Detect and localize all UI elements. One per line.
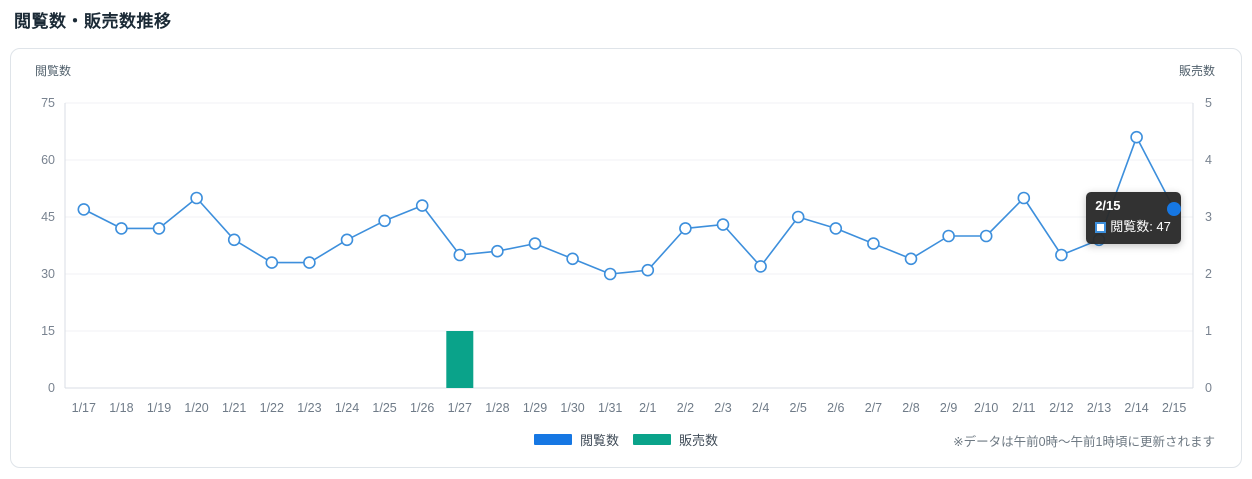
views-data-point[interactable]	[453, 248, 467, 262]
sales-legend-label: 販売数	[679, 432, 719, 448]
views-data-point[interactable]	[227, 233, 241, 247]
x-axis-label: 1/22	[260, 401, 284, 415]
views-data-point[interactable]	[1130, 130, 1143, 144]
highlighted-data-point[interactable]	[1167, 202, 1182, 217]
views-data-point[interactable]	[867, 237, 880, 250]
x-axis-label: 1/31	[598, 401, 622, 415]
views-data-point[interactable]	[603, 267, 617, 281]
left-axis-tick-label: 75	[41, 96, 55, 110]
x-axis-label: 2/5	[790, 401, 807, 415]
views-data-point[interactable]	[1017, 191, 1031, 205]
chart-legend: 閲覧数 販売数	[10, 429, 1242, 449]
page-title: 閲覧数・販売数推移	[14, 12, 172, 31]
views-data-point[interactable]	[566, 252, 579, 266]
views-legend-swatch	[533, 433, 572, 445]
left-axis-tick-label: 15	[41, 324, 55, 338]
x-axis-label: 2/10	[974, 401, 998, 415]
views-data-point[interactable]	[303, 256, 316, 269]
views-line	[83, 136, 1175, 275]
views-data-point[interactable]	[528, 237, 542, 250]
views-legend-label: 閲覧数	[579, 432, 619, 448]
right-axis-title: 販売数	[1178, 64, 1215, 78]
x-axis-label: 2/14	[1124, 401, 1148, 415]
views-data-point[interactable]	[115, 222, 128, 235]
views-data-point[interactable]	[641, 263, 655, 277]
x-axis-label: 2/6	[827, 401, 844, 415]
left-axis-tick-label: 30	[41, 267, 55, 281]
x-axis-label: 2/13	[1087, 401, 1111, 415]
views-data-point[interactable]	[829, 222, 843, 235]
views-data-point[interactable]	[904, 252, 918, 266]
x-axis-label: 2/7	[865, 401, 882, 415]
x-axis-label: 2/1	[639, 401, 656, 415]
sales-legend-swatch	[633, 433, 671, 445]
x-axis-label: 2/15	[1162, 401, 1186, 415]
left-axis-tick-label: 0	[48, 381, 55, 395]
tooltip-value-text: 閲覧数: 47	[1110, 219, 1171, 235]
x-axis-label: 2/9	[940, 401, 957, 415]
views-data-point[interactable]	[340, 233, 354, 247]
right-axis-tick-label: 1	[1205, 324, 1212, 338]
chart-tooltip: 2/15 閲覧数: 47	[1086, 192, 1181, 245]
x-axis-label: 1/21	[222, 401, 246, 415]
x-axis-label: 1/30	[560, 401, 584, 415]
views-data-point[interactable]	[190, 191, 203, 205]
views-data-point[interactable]	[716, 218, 730, 231]
tooltip-series-marker-icon	[1095, 222, 1107, 234]
x-axis-label: 2/11	[1012, 401, 1035, 415]
data-update-note: ※データは午前0時〜午前1時頃に更新されます	[953, 435, 1215, 449]
views-data-point[interactable]	[679, 222, 692, 235]
right-axis-tick-label: 2	[1205, 267, 1212, 281]
x-axis-label: 1/27	[448, 401, 472, 415]
right-axis-tick-label: 0	[1205, 381, 1212, 395]
x-axis-label: 1/25	[372, 401, 396, 415]
x-axis-label: 1/24	[335, 401, 359, 415]
right-axis-tick-label: 4	[1205, 153, 1212, 167]
views-data-point[interactable]	[942, 229, 955, 243]
x-axis-label: 1/20	[184, 401, 208, 415]
views-data-point[interactable]	[77, 203, 91, 216]
x-axis-label: 1/17	[72, 401, 96, 415]
x-axis-label: 2/8	[902, 401, 919, 415]
views-data-point[interactable]	[378, 214, 391, 228]
tooltip-date: 2/15	[1095, 198, 1121, 214]
sales-bar[interactable]	[446, 331, 474, 388]
views-data-point[interactable]	[152, 222, 166, 235]
views-data-point[interactable]	[415, 199, 429, 212]
right-axis-tick-label: 3	[1205, 210, 1212, 224]
right-axis-tick-label: 5	[1205, 96, 1212, 110]
x-axis-label: 2/12	[1049, 401, 1073, 415]
x-axis-label: 1/18	[109, 401, 133, 415]
left-axis-title: 閲覧数	[35, 64, 72, 78]
x-axis-label: 2/3	[714, 401, 731, 415]
views-data-point[interactable]	[791, 210, 805, 224]
chart-card	[10, 48, 1242, 468]
x-axis-label: 1/26	[410, 401, 434, 415]
views-data-point[interactable]	[491, 244, 504, 258]
x-axis-label: 1/19	[147, 401, 171, 415]
views-data-point[interactable]	[979, 229, 993, 243]
left-axis-tick-label: 45	[41, 210, 55, 224]
x-axis-label: 1/28	[485, 401, 509, 415]
left-axis-tick-label: 60	[41, 153, 55, 167]
views-data-point[interactable]	[754, 260, 767, 273]
x-axis-label: 2/2	[677, 401, 694, 415]
x-axis-label: 1/29	[523, 401, 547, 415]
legend-item-views[interactable]: 閲覧数	[533, 430, 619, 449]
legend-item-sales[interactable]: 販売数	[633, 430, 718, 449]
views-data-point[interactable]	[1055, 248, 1068, 262]
x-axis-label: 2/4	[752, 401, 769, 415]
views-data-point[interactable]	[265, 256, 279, 269]
x-axis-label: 1/23	[297, 401, 321, 415]
